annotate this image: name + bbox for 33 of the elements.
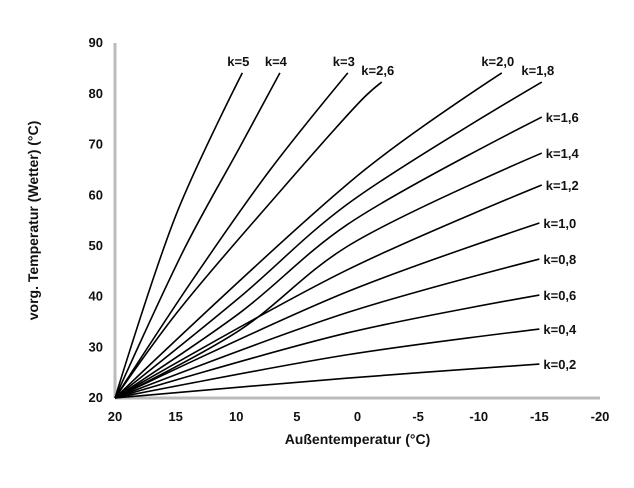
x-tick-label: 5 [293,409,300,424]
y-tick-label: 80 [88,86,103,101]
series-label: k=1,6 [546,110,579,126]
x-tick-label: 20 [108,409,122,424]
series-label: k=5 [227,54,250,69]
x-tick-label: 10 [229,409,244,424]
series-label: k=1,2 [546,178,579,193]
series-label: k=3 [332,54,355,69]
series-label: k=0,8 [543,252,576,268]
y-tick-label: 40 [88,288,103,304]
series-label: k=1,4 [546,146,580,162]
x-tick-label: -20 [590,409,610,424]
y-tick-label: 60 [88,187,103,202]
y-tick-label: 90 [88,35,103,50]
series-label: k=2,0 [481,54,514,69]
y-tick-label: 20 [88,390,103,406]
x-tick-label: 0 [354,409,362,424]
x-tick-label: -10 [469,409,488,424]
y-axis-title: vorg. Temperatur (Wetter) (°C) [25,120,41,320]
series-label: k=4 [264,54,288,69]
y-tick-label: 30 [88,339,103,354]
x-axis-title: Außentemperatur (°C) [284,431,430,447]
series-label: k=1,8 [521,63,554,78]
series-label: k=1,0 [543,216,576,232]
series-label: k=0,6 [543,288,576,304]
series-label: k=0,2 [543,357,576,372]
series-label: k=0,4 [543,322,578,338]
x-tick-label: 15 [168,409,183,424]
x-tick-label: -5 [412,409,424,424]
x-tick-label: -15 [530,409,549,424]
series-label: k=2,6 [361,63,394,78]
y-tick-label: 70 [88,136,103,152]
y-tick-label: 50 [88,238,103,254]
